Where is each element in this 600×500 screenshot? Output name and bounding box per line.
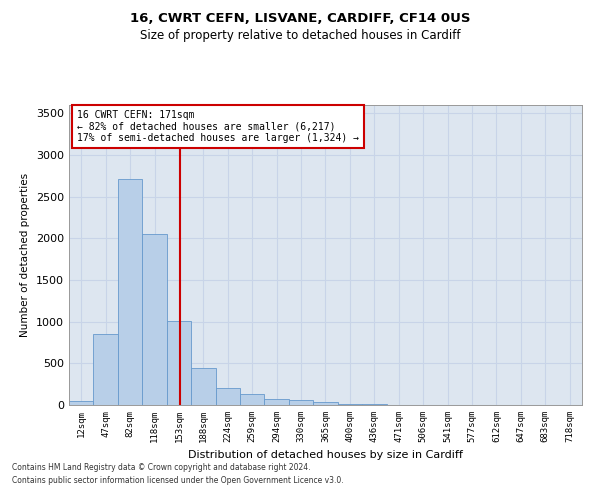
Bar <box>215 388 240 405</box>
Bar <box>191 368 215 405</box>
Text: 16 CWRT CEFN: 171sqm
← 82% of detached houses are smaller (6,217)
17% of semi-de: 16 CWRT CEFN: 171sqm ← 82% of detached h… <box>77 110 359 142</box>
Bar <box>313 402 338 405</box>
Bar <box>289 400 313 405</box>
X-axis label: Distribution of detached houses by size in Cardiff: Distribution of detached houses by size … <box>188 450 463 460</box>
Text: Size of property relative to detached houses in Cardiff: Size of property relative to detached ho… <box>140 29 460 42</box>
Bar <box>118 179 142 405</box>
Bar <box>362 404 386 405</box>
Bar <box>265 399 289 405</box>
Y-axis label: Number of detached properties: Number of detached properties <box>20 173 31 337</box>
Bar <box>338 404 362 405</box>
Text: Contains HM Land Registry data © Crown copyright and database right 2024.: Contains HM Land Registry data © Crown c… <box>12 464 311 472</box>
Bar <box>240 394 265 405</box>
Text: Contains public sector information licensed under the Open Government Licence v3: Contains public sector information licen… <box>12 476 344 485</box>
Text: 16, CWRT CEFN, LISVANE, CARDIFF, CF14 0US: 16, CWRT CEFN, LISVANE, CARDIFF, CF14 0U… <box>130 12 470 26</box>
Bar <box>94 334 118 405</box>
Bar <box>142 234 167 405</box>
Bar <box>69 400 94 405</box>
Bar <box>167 322 191 405</box>
